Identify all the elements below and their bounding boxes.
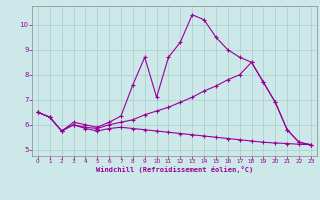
X-axis label: Windchill (Refroidissement éolien,°C): Windchill (Refroidissement éolien,°C) xyxy=(96,166,253,173)
